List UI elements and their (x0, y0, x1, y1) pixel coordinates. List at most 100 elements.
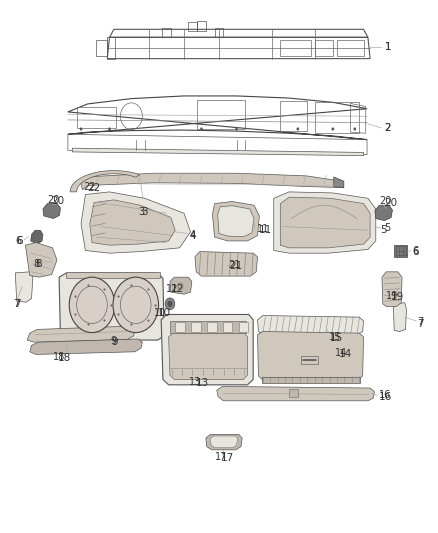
Polygon shape (70, 171, 140, 192)
Text: 14: 14 (339, 349, 352, 359)
Text: 1: 1 (385, 42, 391, 52)
Text: 16: 16 (379, 392, 392, 401)
Text: 22: 22 (84, 182, 96, 191)
Polygon shape (375, 205, 392, 221)
Circle shape (113, 277, 159, 333)
Polygon shape (27, 326, 135, 342)
Text: 5: 5 (385, 223, 391, 233)
Text: 11: 11 (258, 225, 272, 235)
Text: 7: 7 (14, 299, 20, 309)
Text: 4: 4 (190, 231, 196, 240)
Polygon shape (169, 333, 247, 379)
Text: 9: 9 (112, 337, 118, 347)
Text: 13: 13 (189, 377, 201, 387)
Text: 18: 18 (58, 353, 71, 363)
Polygon shape (59, 273, 164, 340)
Text: 18: 18 (53, 352, 66, 362)
Polygon shape (223, 322, 233, 332)
Text: 13: 13 (195, 378, 208, 388)
Text: 8: 8 (33, 259, 39, 269)
Text: 6: 6 (413, 247, 419, 256)
Polygon shape (262, 377, 360, 383)
Polygon shape (218, 206, 254, 237)
Polygon shape (43, 204, 60, 219)
Polygon shape (334, 177, 344, 188)
Text: 19: 19 (391, 292, 404, 302)
Circle shape (108, 127, 111, 131)
Text: 7: 7 (14, 299, 21, 309)
Polygon shape (81, 173, 344, 190)
Circle shape (80, 127, 82, 131)
Polygon shape (15, 272, 33, 302)
Circle shape (353, 127, 356, 131)
Polygon shape (274, 192, 376, 253)
Text: 20: 20 (47, 195, 60, 205)
Circle shape (69, 277, 115, 333)
Polygon shape (280, 197, 370, 248)
Text: 5: 5 (380, 225, 387, 235)
Polygon shape (66, 272, 160, 278)
Text: 17: 17 (215, 452, 228, 462)
Text: 4: 4 (190, 230, 196, 239)
Text: 15: 15 (329, 332, 342, 342)
Polygon shape (175, 322, 185, 332)
Polygon shape (170, 277, 192, 294)
Polygon shape (212, 201, 259, 241)
Text: 3: 3 (138, 207, 145, 216)
Text: 3: 3 (141, 207, 148, 216)
Polygon shape (25, 243, 57, 277)
Text: 10: 10 (154, 308, 166, 318)
Polygon shape (31, 230, 43, 244)
Circle shape (168, 301, 172, 306)
Polygon shape (30, 339, 142, 354)
Text: 10: 10 (158, 309, 171, 318)
Polygon shape (170, 321, 246, 333)
Polygon shape (191, 322, 201, 332)
Circle shape (235, 127, 238, 131)
Text: 21: 21 (229, 260, 241, 270)
Circle shape (200, 127, 203, 131)
Text: 20: 20 (379, 197, 392, 206)
Text: 20: 20 (385, 198, 398, 207)
Text: 2: 2 (385, 123, 391, 133)
Polygon shape (339, 344, 351, 359)
Circle shape (332, 127, 334, 131)
Polygon shape (90, 200, 175, 245)
Text: 7: 7 (417, 319, 424, 328)
Text: 1: 1 (385, 42, 391, 52)
Text: 14: 14 (335, 349, 347, 358)
Polygon shape (206, 434, 242, 450)
Circle shape (297, 127, 299, 131)
Text: 11: 11 (257, 224, 269, 234)
Text: 9: 9 (110, 336, 116, 346)
Text: 6: 6 (16, 236, 22, 246)
Text: 2: 2 (385, 123, 391, 133)
Text: 20: 20 (52, 196, 65, 206)
Text: 22: 22 (88, 183, 101, 192)
Circle shape (178, 283, 183, 289)
Polygon shape (207, 322, 216, 332)
Polygon shape (210, 436, 238, 448)
Text: 7: 7 (417, 318, 424, 327)
Text: 12: 12 (166, 284, 179, 294)
Polygon shape (239, 322, 248, 332)
Polygon shape (258, 316, 364, 335)
Polygon shape (394, 245, 407, 257)
Polygon shape (81, 192, 191, 253)
Text: 6: 6 (413, 246, 419, 255)
Text: 8: 8 (35, 259, 42, 269)
Polygon shape (289, 389, 298, 397)
Circle shape (165, 298, 175, 310)
Text: 21: 21 (230, 261, 243, 271)
Text: 12: 12 (171, 285, 184, 294)
Text: 17: 17 (221, 453, 234, 463)
Text: 15: 15 (330, 333, 343, 343)
Text: 19: 19 (386, 291, 398, 301)
Text: 6: 6 (17, 236, 23, 246)
Polygon shape (72, 148, 364, 156)
Text: 16: 16 (379, 391, 391, 400)
Polygon shape (195, 252, 258, 276)
Polygon shape (217, 386, 374, 401)
Polygon shape (393, 303, 406, 332)
Polygon shape (258, 332, 364, 381)
